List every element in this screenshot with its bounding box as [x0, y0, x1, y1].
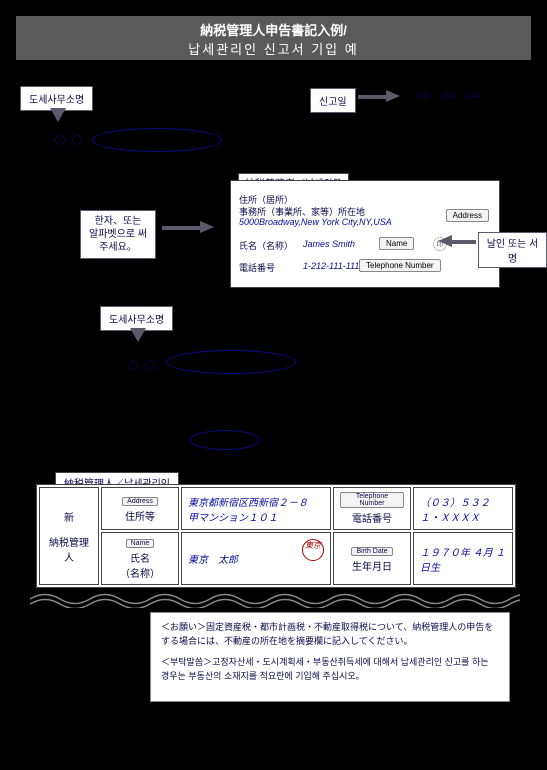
dot-icon — [72, 135, 82, 145]
name-mini-button[interactable]: Name — [126, 539, 155, 548]
addr-val-cell: 東京都新宿区西新宿２－８ 甲マンション１０１ — [181, 487, 331, 530]
note-kr: ＜부탁말씀＞고정자산세・도시계획세・부동산취득세에 대해서 납세관리인 신고를 … — [161, 656, 499, 683]
tel-hdr: 電話番号 — [352, 514, 392, 525]
arrow-down-icon — [50, 108, 66, 122]
header-title-kr: 납세관리인 신고서 기입 예 — [16, 39, 531, 58]
seal-tag: 날인 또는 서명 — [478, 232, 547, 268]
tel-label: 電話番号 — [239, 261, 275, 274]
addr-val-1: 東京都新宿区西新宿２－８ — [188, 494, 324, 509]
addr-hdr-cell: Address 住所等 — [101, 487, 179, 530]
admin-table: 新 納税管理人 Address 住所等 東京都新宿区西新宿２－８ 甲マンション１… — [36, 484, 516, 588]
birth-hdr: 生年月日 — [352, 562, 392, 573]
header-bar: 納税管理人申告書記入例/ 납세관리인 신고서 기입 예 — [16, 16, 531, 60]
arrow-right-icon — [386, 90, 400, 102]
name-val: 東京 太郎 — [188, 555, 238, 566]
note-box: ＜お願い＞固定資産税・都市計画税・不動産取得税について、納税管理人の申告をする場… — [150, 612, 510, 702]
name-value: James Smith — [303, 239, 355, 249]
tel-button[interactable]: Telephone Number — [359, 259, 441, 272]
admin-rowlabel-cell: 新 納税管理人 — [39, 487, 99, 585]
name-button[interactable]: Name — [379, 237, 414, 250]
ellipse-icon — [190, 430, 260, 450]
arrow-left-icon — [438, 235, 452, 247]
arrow-line-icon — [450, 240, 476, 244]
name-hdr-cell: Name 氏名 （名称） — [101, 532, 179, 585]
ellipse-icon — [166, 350, 296, 374]
name-hdr: 氏名 — [130, 554, 150, 565]
tel-hdr-cell: Telephone Number 電話番号 — [333, 487, 411, 530]
arrow-line-icon — [162, 226, 202, 230]
birth-val: １９７０年 ４月 １日生 — [420, 548, 506, 574]
tel-value: 1-212-111-1111 — [303, 261, 364, 271]
taxpayer-box: 住所（居所） 事務所（事業所、家等）所在地 5000Broadway,New Y… — [230, 180, 500, 288]
name-hdr2: （名称） — [120, 569, 160, 580]
tax-office-label-2: 도세사무소명 — [109, 315, 164, 326]
oo-text: ○○ — [442, 90, 455, 102]
oo-text: ○○ — [416, 90, 429, 102]
tel-val: （０３）５３２１・ＸＸＸＸ — [420, 498, 490, 524]
addr-value: 5000Broadway,New York City,NY,USA — [239, 217, 392, 227]
wave-separator — [30, 590, 520, 608]
tel-val-cell: （０３）５３２１・ＸＸＸＸ — [413, 487, 513, 530]
seal-stamp: 東京 — [302, 539, 324, 561]
admin-rowlabel-1: 新 — [46, 509, 92, 524]
tax-office-label-1: 도세사무소명 — [29, 95, 84, 106]
report-date-tag: 신고일 — [310, 88, 356, 113]
instruction-tag: 한자、또는 알파벳으로 써 주세요。 — [80, 210, 156, 259]
instruction-line: 알파벳으로 써 — [89, 228, 147, 241]
dot-icon — [128, 360, 138, 370]
birth-val-cell: １９７０年 ４月 １日生 — [413, 532, 513, 585]
instruction-line: 한자、또는 — [89, 215, 147, 228]
birth-hdr-cell: Birth Date 生年月日 — [333, 532, 411, 585]
seal-tag-label: 날인 또는 서명 — [487, 239, 539, 265]
name-val-cell: 東京 太郎 東京 — [181, 532, 331, 585]
birth-mini-button[interactable]: Birth Date — [351, 547, 392, 556]
arrow-down-icon — [130, 328, 146, 342]
header-title-jp: 納税管理人申告書記入例/ — [16, 20, 531, 39]
addr-val-2: 甲マンション１０１ — [188, 509, 324, 524]
tel-mini-button[interactable]: Telephone Number — [340, 492, 404, 508]
dot-icon — [55, 135, 65, 145]
note-jp: ＜お願い＞固定資産税・都市計画税・不動産取得税について、納税管理人の申告をする場… — [161, 621, 499, 648]
address-mini-button[interactable]: Address — [122, 497, 158, 506]
addr-hdr: 住所等 — [125, 512, 155, 523]
name-label: 氏名（名称） — [239, 239, 293, 252]
instruction-line: 주세요。 — [89, 241, 147, 254]
oo-text: ○○ — [467, 90, 480, 102]
address-button[interactable]: Address — [446, 209, 489, 222]
oo-group: ○○ ○○ ○○ — [416, 90, 480, 102]
admin-rowlabel-2: 納税管理人 — [46, 534, 92, 564]
arrow-line-icon — [358, 95, 388, 99]
dot-icon — [145, 360, 155, 370]
report-date-label: 신고일 — [319, 97, 347, 108]
arrow-right-icon — [200, 221, 214, 233]
ellipse-icon — [92, 128, 222, 152]
